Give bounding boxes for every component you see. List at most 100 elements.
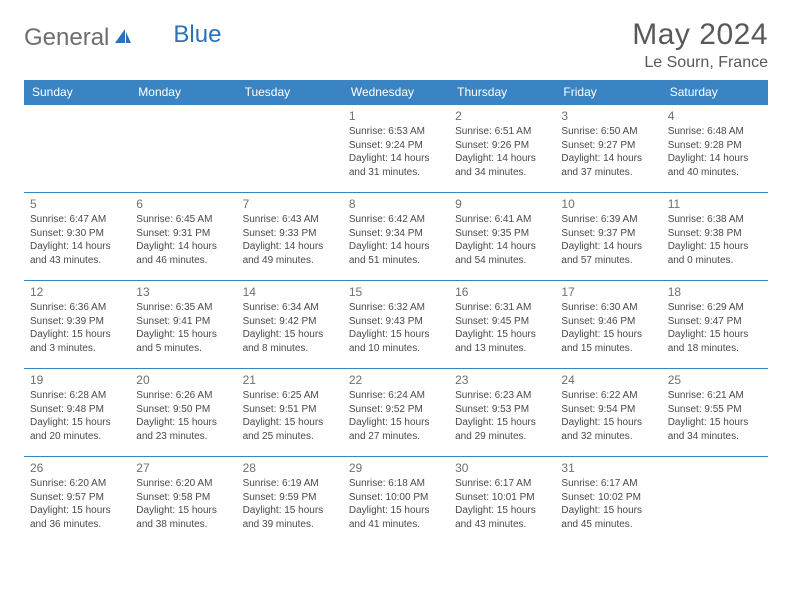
logo-text-general: General: [24, 24, 109, 52]
calendar-body: 1 Sunrise: 6:53 AMSunset: 9:24 PMDaylight…: [24, 105, 768, 545]
day-number: 22: [349, 373, 443, 387]
calendar-day-cell: 17 Sunrise: 6:30 AMSunset: 9:46 PMDayligh…: [555, 281, 661, 369]
day-header: Wednesday: [343, 80, 449, 105]
day-info: Sunrise: 6:23 AMSunset: 9:53 PMDaylight:…: [455, 389, 549, 443]
logo-text-blue: Blue: [173, 21, 221, 49]
day-number: 18: [668, 285, 762, 299]
calendar-empty-cell: [662, 457, 768, 545]
day-header: Thursday: [449, 80, 555, 105]
day-info: Sunrise: 6:35 AMSunset: 9:41 PMDaylight:…: [136, 301, 230, 355]
calendar-day-cell: 13 Sunrise: 6:35 AMSunset: 9:41 PMDayligh…: [130, 281, 236, 369]
day-info: Sunrise: 6:47 AMSunset: 9:30 PMDaylight:…: [30, 213, 124, 267]
day-number: 20: [136, 373, 230, 387]
calendar-day-cell: 21 Sunrise: 6:25 AMSunset: 9:51 PMDayligh…: [237, 369, 343, 457]
day-info: Sunrise: 6:18 AMSunset: 10:00 PMDaylight…: [349, 477, 443, 531]
day-number: 11: [668, 197, 762, 211]
day-info: Sunrise: 6:29 AMSunset: 9:47 PMDaylight:…: [668, 301, 762, 355]
calendar-day-cell: 23 Sunrise: 6:23 AMSunset: 9:53 PMDayligh…: [449, 369, 555, 457]
calendar-week-row: 1 Sunrise: 6:53 AMSunset: 9:24 PMDaylight…: [24, 105, 768, 193]
calendar-empty-cell: [24, 105, 130, 193]
calendar-day-cell: 30 Sunrise: 6:17 AMSunset: 10:01 PMDaylig…: [449, 457, 555, 545]
day-info: Sunrise: 6:48 AMSunset: 9:28 PMDaylight:…: [668, 125, 762, 179]
day-info: Sunrise: 6:24 AMSunset: 9:52 PMDaylight:…: [349, 389, 443, 443]
calendar-day-cell: 12Sunrise: 6:36 AMSunset: 9:39 PMDayligh…: [24, 281, 130, 369]
day-number: 4: [668, 109, 762, 123]
day-info: Sunrise: 6:20 AMSunset: 9:57 PMDaylight:…: [30, 477, 124, 531]
calendar-day-cell: 26 Sunrise: 6:20 AMSunset: 9:57 PMDayligh…: [24, 457, 130, 545]
day-number: 8: [349, 197, 443, 211]
day-info: Sunrise: 6:17 AMSunset: 10:02 PMDaylight…: [561, 477, 655, 531]
month-title: May 2024: [632, 18, 768, 52]
day-info: Sunrise: 6:25 AMSunset: 9:51 PMDaylight:…: [243, 389, 337, 443]
day-number: 7: [243, 197, 337, 211]
day-number: 26: [30, 461, 124, 475]
day-number: 30: [455, 461, 549, 475]
calendar-day-cell: 18 Sunrise: 6:29 AMSunset: 9:47 PMDayligh…: [662, 281, 768, 369]
day-info: Sunrise: 6:21 AMSunset: 9:55 PMDaylight:…: [668, 389, 762, 443]
header: General Blue May 2024 Le Sourn, France: [24, 18, 768, 72]
calendar-table: SundayMondayTuesdayWednesdayThursdayFrid…: [24, 80, 768, 545]
day-number: 16: [455, 285, 549, 299]
calendar-week-row: 5 Sunrise: 6:47 AMSunset: 9:30 PMDaylight…: [24, 193, 768, 281]
day-number: 17: [561, 285, 655, 299]
calendar-day-cell: 2Sunrise: 6:51 AMSunset: 9:26 PMDaylight…: [449, 105, 555, 193]
day-info: Sunrise: 6:32 AMSunset: 9:43 PMDaylight:…: [349, 301, 443, 355]
day-info: Sunrise: 6:43 AMSunset: 9:33 PMDaylight:…: [243, 213, 337, 267]
day-number: 21: [243, 373, 337, 387]
day-info: Sunrise: 6:45 AMSunset: 9:31 PMDaylight:…: [136, 213, 230, 267]
day-info: Sunrise: 6:50 AMSunset: 9:27 PMDaylight:…: [561, 125, 655, 179]
calendar-week-row: 19 Sunrise: 6:28 AMSunset: 9:48 PMDayligh…: [24, 369, 768, 457]
calendar-empty-cell: [237, 105, 343, 193]
calendar-day-cell: 5 Sunrise: 6:47 AMSunset: 9:30 PMDaylight…: [24, 193, 130, 281]
calendar-header-row: SundayMondayTuesdayWednesdayThursdayFrid…: [24, 80, 768, 105]
day-number: 23: [455, 373, 549, 387]
day-number: 1: [349, 109, 443, 123]
day-header: Friday: [555, 80, 661, 105]
location: Le Sourn, France: [632, 54, 768, 72]
day-number: 12: [30, 285, 124, 299]
day-info: Sunrise: 6:17 AMSunset: 10:01 PMDaylight…: [455, 477, 549, 531]
calendar-day-cell: 19 Sunrise: 6:28 AMSunset: 9:48 PMDayligh…: [24, 369, 130, 457]
day-header: Saturday: [662, 80, 768, 105]
day-number: 5: [30, 197, 124, 211]
logo: General Blue: [24, 18, 221, 52]
calendar-day-cell: 11Sunrise: 6:38 AMSunset: 9:38 PMDayligh…: [662, 193, 768, 281]
day-info: Sunrise: 6:39 AMSunset: 9:37 PMDaylight:…: [561, 213, 655, 267]
calendar-day-cell: 8 Sunrise: 6:42 AMSunset: 9:34 PMDaylight…: [343, 193, 449, 281]
day-number: 19: [30, 373, 124, 387]
calendar-day-cell: 1 Sunrise: 6:53 AMSunset: 9:24 PMDaylight…: [343, 105, 449, 193]
calendar-empty-cell: [130, 105, 236, 193]
logo-sail-icon: [113, 27, 133, 50]
calendar-day-cell: 25 Sunrise: 6:21 AMSunset: 9:55 PMDayligh…: [662, 369, 768, 457]
calendar-day-cell: 16 Sunrise: 6:31 AMSunset: 9:45 PMDayligh…: [449, 281, 555, 369]
day-info: Sunrise: 6:19 AMSunset: 9:59 PMDaylight:…: [243, 477, 337, 531]
day-header: Sunday: [24, 80, 130, 105]
day-number: 25: [668, 373, 762, 387]
day-info: Sunrise: 6:42 AMSunset: 9:34 PMDaylight:…: [349, 213, 443, 267]
day-number: 13: [136, 285, 230, 299]
day-number: 10: [561, 197, 655, 211]
day-info: Sunrise: 6:34 AMSunset: 9:42 PMDaylight:…: [243, 301, 337, 355]
calendar-week-row: 26 Sunrise: 6:20 AMSunset: 9:57 PMDayligh…: [24, 457, 768, 545]
calendar-day-cell: 3Sunrise: 6:50 AMSunset: 9:27 PMDaylight…: [555, 105, 661, 193]
day-info: Sunrise: 6:30 AMSunset: 9:46 PMDaylight:…: [561, 301, 655, 355]
day-header: Tuesday: [237, 80, 343, 105]
calendar-day-cell: 4 Sunrise: 6:48 AMSunset: 9:28 PMDaylight…: [662, 105, 768, 193]
title-block: May 2024 Le Sourn, France: [632, 18, 768, 72]
day-info: Sunrise: 6:31 AMSunset: 9:45 PMDaylight:…: [455, 301, 549, 355]
day-info: Sunrise: 6:53 AMSunset: 9:24 PMDaylight:…: [349, 125, 443, 179]
calendar-day-cell: 31Sunrise: 6:17 AMSunset: 10:02 PMDaylig…: [555, 457, 661, 545]
calendar-day-cell: 24Sunrise: 6:22 AMSunset: 9:54 PMDayligh…: [555, 369, 661, 457]
day-info: Sunrise: 6:22 AMSunset: 9:54 PMDaylight:…: [561, 389, 655, 443]
calendar-day-cell: 14Sunrise: 6:34 AMSunset: 9:42 PMDayligh…: [237, 281, 343, 369]
day-info: Sunrise: 6:41 AMSunset: 9:35 PMDaylight:…: [455, 213, 549, 267]
calendar-day-cell: 9Sunrise: 6:41 AMSunset: 9:35 PMDaylight…: [449, 193, 555, 281]
day-number: 15: [349, 285, 443, 299]
calendar-week-row: 12Sunrise: 6:36 AMSunset: 9:39 PMDayligh…: [24, 281, 768, 369]
day-info: Sunrise: 6:28 AMSunset: 9:48 PMDaylight:…: [30, 389, 124, 443]
calendar-day-cell: 29Sunrise: 6:18 AMSunset: 10:00 PMDaylig…: [343, 457, 449, 545]
calendar-day-cell: 27Sunrise: 6:20 AMSunset: 9:58 PMDayligh…: [130, 457, 236, 545]
calendar-day-cell: 15 Sunrise: 6:32 AMSunset: 9:43 PMDayligh…: [343, 281, 449, 369]
calendar-day-cell: 10 Sunrise: 6:39 AMSunset: 9:37 PMDayligh…: [555, 193, 661, 281]
calendar-day-cell: 28Sunrise: 6:19 AMSunset: 9:59 PMDayligh…: [237, 457, 343, 545]
